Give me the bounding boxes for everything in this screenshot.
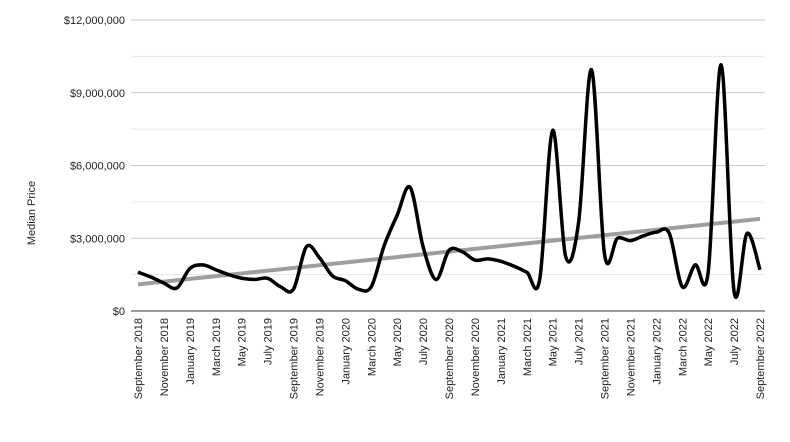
x-tick-label: September 2022 (755, 318, 767, 399)
x-tick-label: November 2018 (159, 318, 171, 396)
y-tick-label: $6,000,000 (70, 161, 125, 173)
x-tick-label: January 2020 (340, 318, 352, 385)
x-tick-label: May 2022 (703, 318, 715, 366)
x-tick-label: January 2019 (185, 318, 197, 385)
x-tick-label: January 2022 (651, 318, 663, 385)
x-tick-label: July 2020 (418, 318, 430, 365)
x-tick-label: November 2021 (625, 318, 637, 396)
x-tick-label: September 2021 (600, 318, 612, 399)
x-tick-label: January 2021 (496, 318, 508, 385)
x-tick-label: July 2022 (729, 318, 741, 365)
series-line (137, 63, 762, 299)
x-tick-label: May 2021 (548, 318, 560, 366)
x-tick-label: November 2020 (470, 318, 482, 396)
x-tick-label: March 2022 (677, 318, 689, 376)
x-tick-label: September 2019 (289, 318, 301, 399)
y-tick-label: $12,000,000 (64, 15, 125, 27)
x-tick-label: May 2019 (237, 318, 249, 366)
x-tick-label: November 2019 (314, 318, 326, 396)
y-tick-label: $0 (113, 306, 125, 318)
x-tick-label: September 2020 (444, 318, 456, 399)
x-tick-label: May 2020 (392, 318, 404, 366)
x-tick-label: September 2018 (133, 318, 145, 399)
x-tick-label: July 2019 (263, 318, 275, 365)
x-tick-label: March 2020 (366, 318, 378, 376)
x-tick-label: March 2019 (211, 318, 223, 376)
x-tick-label: March 2021 (522, 318, 534, 376)
x-tick-label: July 2021 (574, 318, 586, 365)
y-axis-title: Median Price (26, 181, 38, 245)
y-tick-label: $3,000,000 (70, 233, 125, 245)
y-tick-label: $9,000,000 (70, 88, 125, 100)
